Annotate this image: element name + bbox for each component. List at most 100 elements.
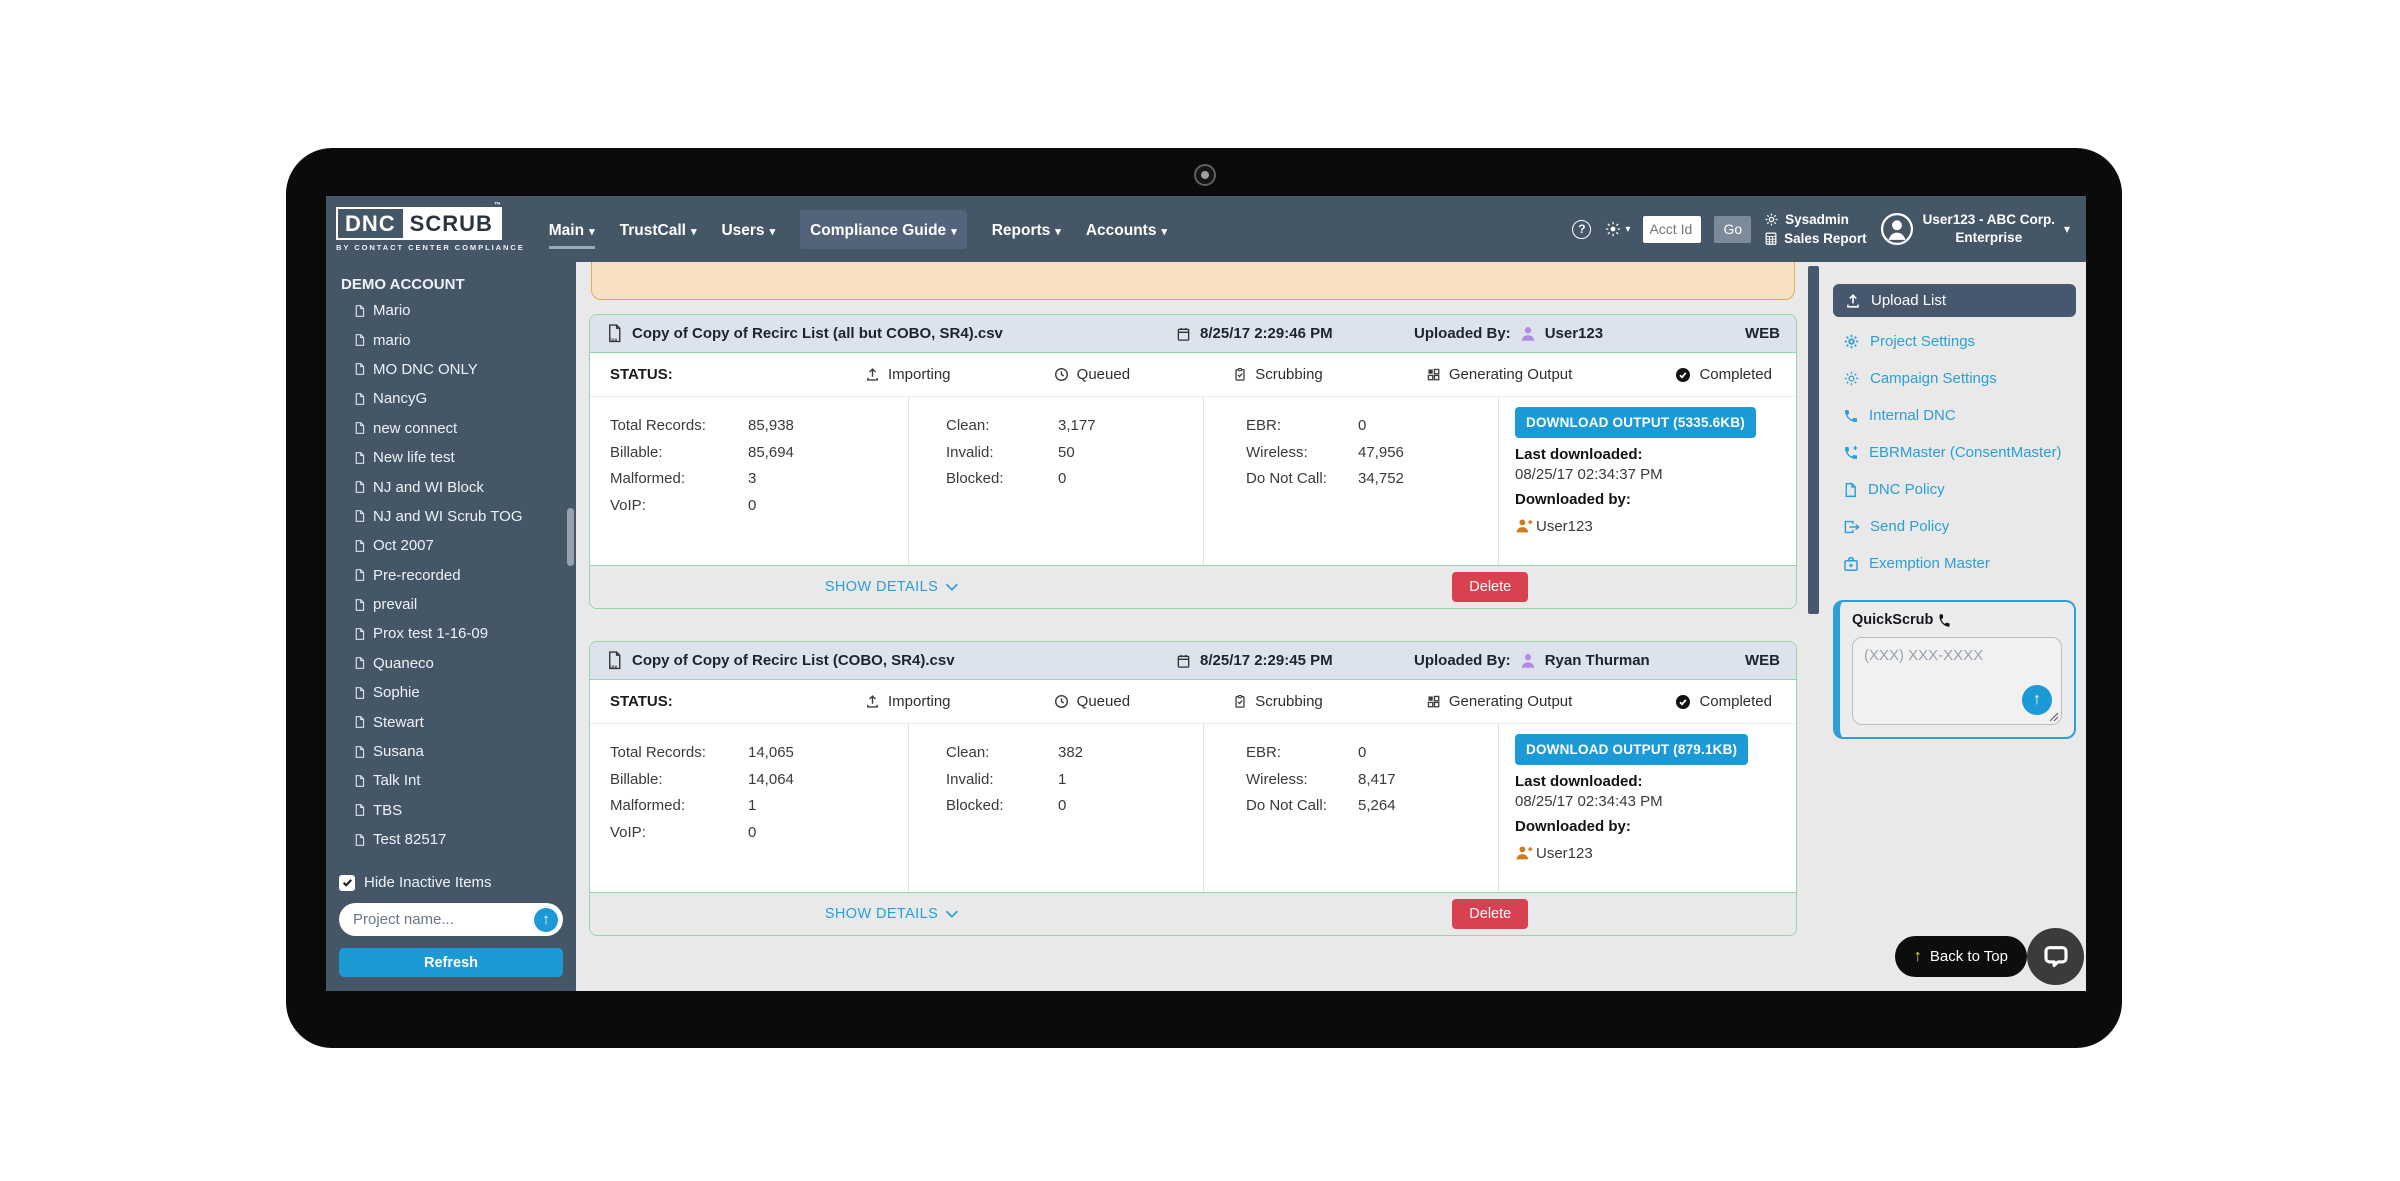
checkbox-checked-icon[interactable] [339,874,355,891]
arrow-up-icon: ↑ [542,911,550,928]
project-item-label: new connect [373,419,458,437]
sidebar-scrollbar[interactable] [567,508,574,566]
menu-reports[interactable]: Reports ▾ [992,210,1061,249]
stat-value: 85,938 [748,417,794,434]
acct-id-input[interactable] [1643,215,1702,243]
project-item[interactable]: prevail [353,590,576,619]
show-details-link[interactable]: SHOW DETAILS [825,579,958,595]
importing-icon [867,368,878,381]
chevron-down-icon [945,910,958,918]
refresh-button[interactable]: Refresh [339,948,563,977]
stat-label: Malformed: [610,797,686,814]
status-step-completed: Completed [1675,693,1772,710]
delete-button[interactable]: Delete [1452,899,1529,929]
content-scrollbar[interactable] [1808,266,1819,614]
back-to-top-label: Back to Top [1929,948,2008,965]
project-name-input[interactable] [339,903,563,936]
project-item[interactable]: Mario [353,296,576,325]
status-step-scrubbing: Scrubbing [1233,693,1323,710]
stat-row: Do Not Call: 5,264 [1246,793,1498,820]
nav-ebrmaster[interactable]: EBRMaster (ConsentMaster) [1833,434,2076,471]
project-submit-button[interactable]: ↑ [532,905,560,934]
project-item[interactable]: New life test [353,443,576,472]
project-item[interactable]: mario [353,325,576,354]
uploaded-by-label: Uploaded By: [1414,652,1511,669]
nav-project-settings[interactable]: Project Settings [1833,323,2076,360]
file-icon [355,510,365,523]
user-icon [1521,653,1534,668]
file-icon [355,833,365,846]
caret-down-icon: ▾ [769,225,776,238]
download-output-button[interactable]: DOWNLOAD OUTPUT (879.1KB) [1515,734,1749,765]
stat-value: 0 [1058,470,1067,487]
project-item[interactable]: Stewart [353,707,576,736]
project-item[interactable]: MO DNC ONLY [353,355,576,384]
stat-row: VoIP: 0 [610,820,908,847]
download-panel: DOWNLOAD OUTPUT (5335.6KB) Last download… [1498,397,1796,565]
status-step-generating-output: Generating Output [1426,366,1572,383]
project-item[interactable]: Oct 2007 [353,531,576,560]
project-item[interactable]: NJ and WI Block [353,472,576,501]
menu-accounts[interactable]: Accounts ▾ [1086,210,1167,249]
hide-inactive-toggle[interactable]: Hide Inactive Items [339,874,563,891]
nav-send-policy[interactable]: Send Policy [1833,508,2076,545]
delete-button[interactable]: Delete [1452,572,1529,602]
nav-dnc-policy[interactable]: DNC Policy [1833,471,2076,508]
project-list: Mario mario MO DNC ONLY [326,296,576,854]
project-item[interactable]: NJ and WI Scrub TOG [353,502,576,531]
logo-trademark: ™ [493,201,502,209]
project-item[interactable]: Sophie [353,678,576,707]
downloaded-by-name: User123 [1536,844,1593,862]
stat-row: EBR: 0 [1246,413,1498,440]
nav-exemption-master[interactable]: Exemption Master [1833,545,2076,582]
upload-source: WEB [1745,652,1780,669]
project-item[interactable]: TBS [353,796,576,825]
nav-ebrmaster-label: EBRMaster (ConsentMaster) [1869,444,2062,461]
uploader-block: Uploaded By: Ryan Thurman [1414,652,1722,670]
sysadmin-link[interactable]: Sysadmin [1764,212,1867,227]
nav-upload-list[interactable]: Upload List [1833,284,2076,317]
project-item[interactable]: Prox test 1-16-09 [353,619,576,648]
theme-toggle[interactable]: ▾ [1604,220,1630,238]
account-menu[interactable]: User123 - ABC Corp. Enterprise ▾ [1880,211,2070,246]
card-footer: SHOW DETAILS Delete [590,892,1796,935]
project-item[interactable]: Talk Int [353,766,576,795]
quickscrub-submit-button[interactable]: ↑ [2022,685,2052,715]
stat-label: Do Not Call: [1246,470,1327,487]
stat-value: 47,956 [1358,443,1404,461]
clock-icon [1054,367,1068,382]
nav-internal-dnc[interactable]: Internal DNC [1833,397,2076,434]
help-icon[interactable] [1572,219,1592,239]
back-to-top-button[interactable]: ↑ Back to Top [1894,936,2027,977]
briefcase-plus-icon [1844,556,1858,571]
project-item-label: prevail [373,596,418,614]
project-item-label: mario [373,331,411,349]
menu-compliance-guide[interactable]: Compliance Guide ▾ [800,209,967,249]
csv-file-icon: csv [609,651,621,670]
stat-label: Billable: [610,443,663,461]
project-item[interactable]: Test 82517 [353,825,576,854]
nav-campaign-settings[interactable]: Campaign Settings [1833,360,2076,397]
file-icon [355,716,365,729]
downloaded-by-label: Downloaded by: [1515,818,1631,835]
go-button[interactable]: Go [1714,215,1752,243]
sales-report-label: Sales Report [1784,231,1867,246]
status-step-label: Completed [1699,366,1772,383]
project-item[interactable]: Susana [353,737,576,766]
show-details-link[interactable]: SHOW DETAILS [825,906,958,922]
project-item[interactable]: Quaneco [353,649,576,678]
menu-main[interactable]: Main ▾ [548,210,595,249]
menu-compliance-guide-label: Compliance Guide [810,221,947,239]
stat-label: Invalid: [946,770,994,788]
resize-handle-icon[interactable] [2049,712,2059,722]
live-chat-button[interactable] [2027,928,2084,985]
project-item[interactable]: Pre-recorded [353,561,576,590]
project-item[interactable]: new connect [353,414,576,443]
project-item[interactable]: NancyG [353,384,576,413]
menu-users[interactable]: Users ▾ [721,210,775,249]
sales-report-link[interactable]: Sales Report [1764,231,1867,246]
download-output-button[interactable]: DOWNLOAD OUTPUT (5335.6KB) [1515,407,1756,438]
menu-trustcall[interactable]: TrustCall ▾ [620,210,697,249]
upload-card-2: csv Copy of Copy of Recirc List (COBO, S… [589,641,1797,936]
file-icon [355,657,365,670]
